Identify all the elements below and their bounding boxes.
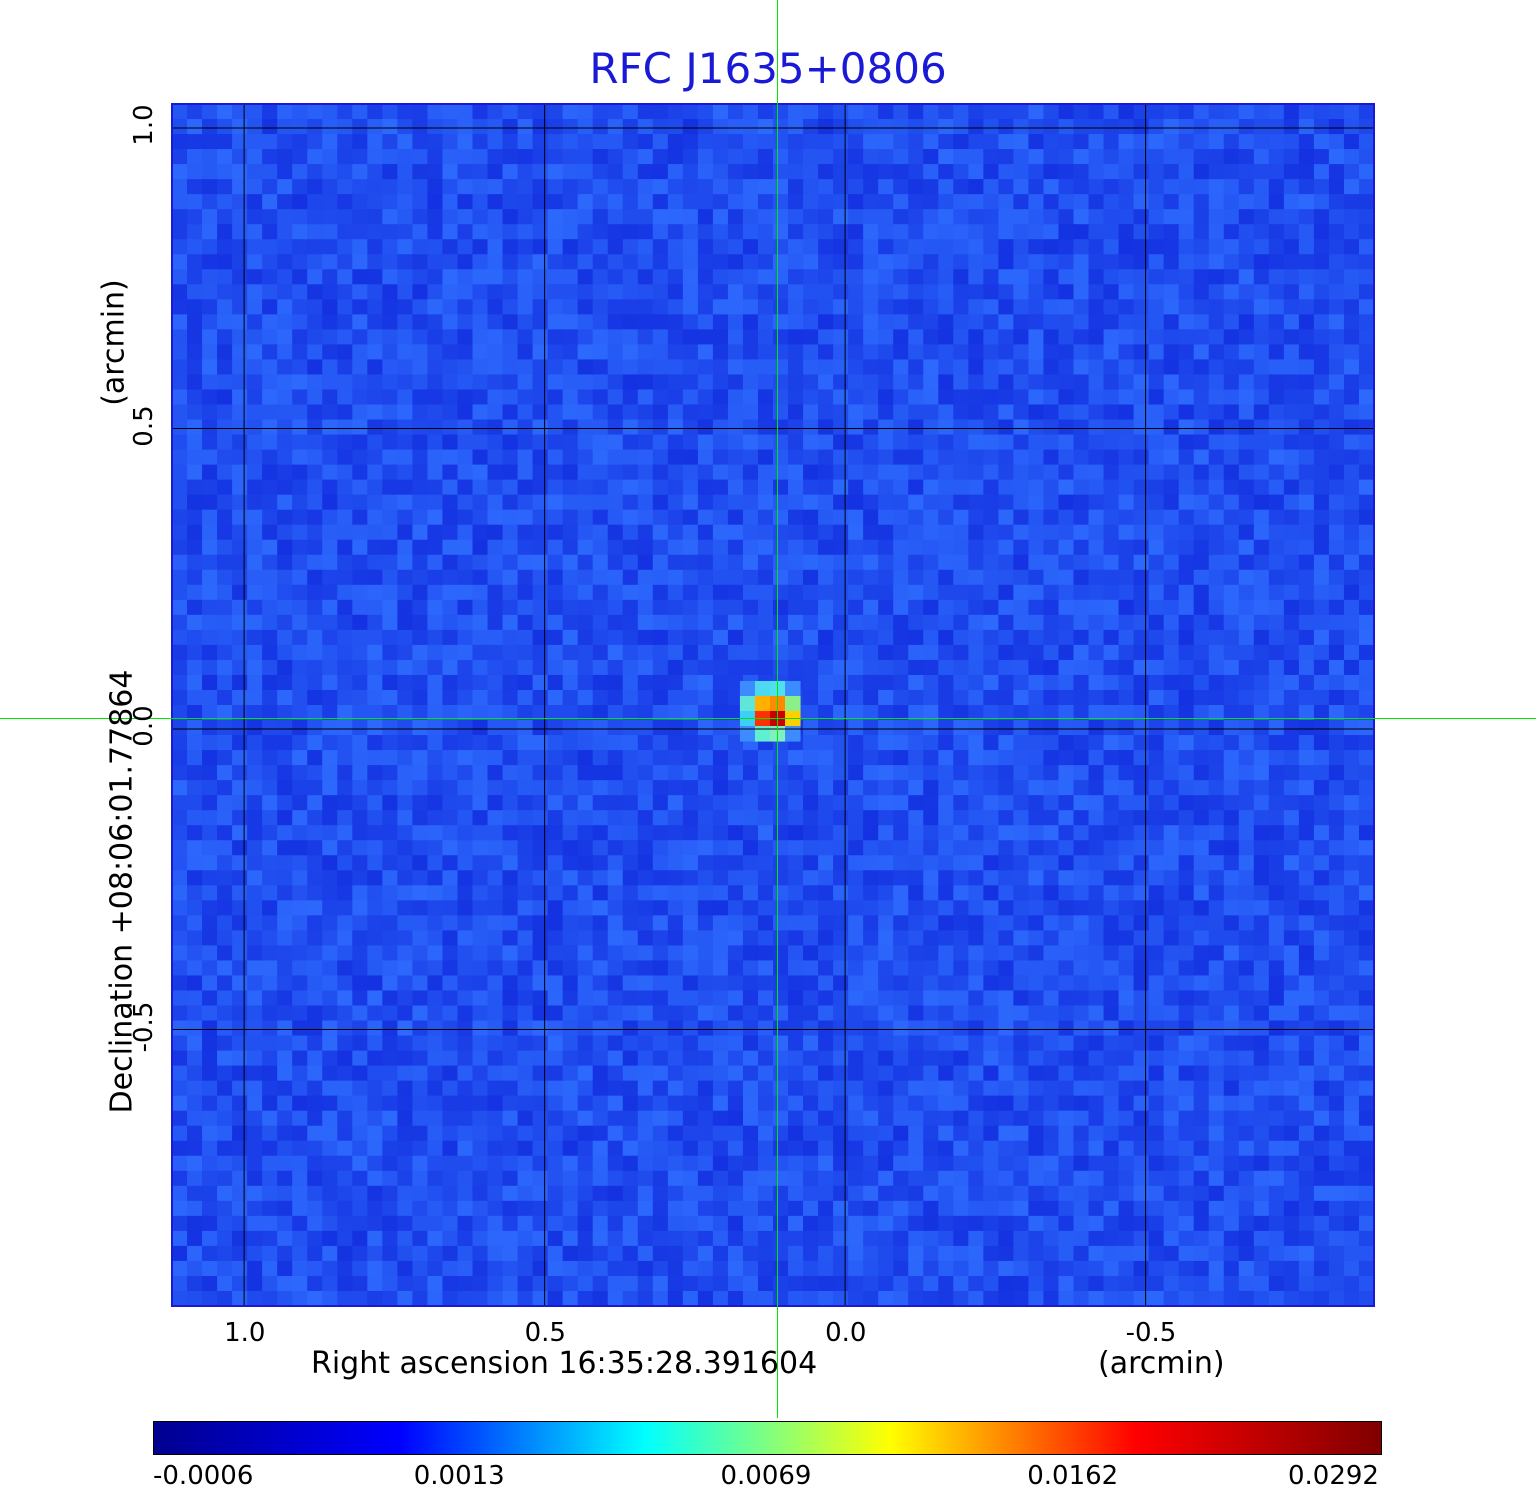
source-pixel <box>754 695 771 712</box>
source-pixel <box>739 726 756 742</box>
y-axis-unit: (arcmin) <box>96 279 132 406</box>
chart-title: RFC J1635+0806 <box>589 44 947 93</box>
colorbar-gradient <box>154 1422 1381 1454</box>
colorbar-tick-label: 0.0069 <box>720 1461 812 1491</box>
colorbar-tick-label: 0.0013 <box>413 1461 505 1491</box>
y-tick-label: 1.0 <box>129 104 159 146</box>
x-axis-unit: (arcmin) <box>1098 1346 1225 1381</box>
x-tick-label: 0.5 <box>524 1318 566 1348</box>
colorbar-tick-label: 0.0162 <box>1027 1461 1119 1491</box>
noise-pixels <box>172 104 1375 1307</box>
x-tick-label: 1.0 <box>224 1318 266 1348</box>
colorbar-tick-label: 0.0292 <box>1288 1461 1379 1491</box>
x-tick-label: -0.5 <box>1125 1318 1177 1348</box>
source-pixel <box>785 695 801 712</box>
source-pixel <box>754 680 771 697</box>
x-axis-label: Right ascension 16:35:28.391604 <box>311 1346 818 1381</box>
colorbar <box>153 1421 1382 1455</box>
y-tick-label: -0.5 <box>129 1001 159 1052</box>
source-pixel <box>739 680 756 697</box>
source-pixel <box>785 726 801 742</box>
y-tick-label: 0.0 <box>129 705 159 747</box>
source-pixel <box>754 726 771 742</box>
source-pixel <box>785 680 801 697</box>
y-tick-label: 0.5 <box>129 404 159 447</box>
source-pixel <box>739 695 756 712</box>
x-tick-label: 0.0 <box>825 1318 867 1348</box>
colorbar-tick-label: -0.0006 <box>153 1461 254 1491</box>
plot-frame <box>171 103 1375 1307</box>
